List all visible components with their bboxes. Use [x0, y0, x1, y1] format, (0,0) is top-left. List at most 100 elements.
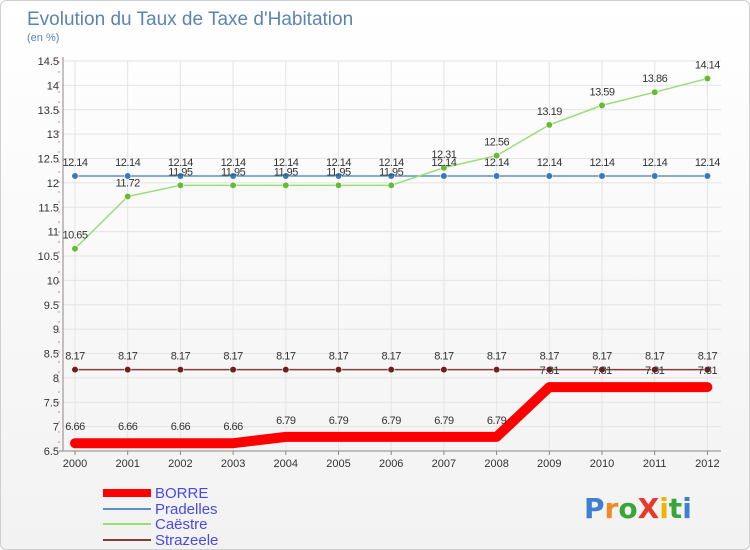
point-cae-stre — [229, 181, 237, 189]
logo-letter: X — [638, 492, 660, 525]
logo-letter: o — [618, 492, 637, 525]
point-pradelles — [703, 172, 712, 180]
point-strazeele — [651, 365, 659, 374]
data-label-pradelles: 12.14 — [379, 157, 404, 169]
y-tick-label: 8.5 — [44, 349, 59, 361]
data-label-borre: 7.81 — [645, 365, 665, 377]
legend-label-pradelles: Pradelles — [155, 501, 218, 518]
point-cae-stre — [493, 151, 501, 160]
y-tick-label: 6.5 — [44, 446, 59, 458]
data-label-cae-stre: 14.14 — [695, 60, 720, 72]
chart-title: Evolution du Taux de Taxe d'Habitation — [27, 9, 353, 30]
y-tick-label: 12.5 — [38, 154, 59, 166]
data-label-pradelles: 12.14 — [695, 157, 720, 169]
data-label-borre: 6.79 — [381, 415, 401, 427]
data-label-strazeele: 8.17 — [487, 351, 507, 363]
x-tick-label: 2006 — [379, 458, 403, 470]
point-strazeele — [493, 365, 501, 374]
data-label-cae-stre: 11.95 — [221, 166, 246, 178]
point-pradelles — [176, 172, 184, 180]
data-label-strazeele: 8.17 — [118, 351, 138, 363]
data-label-cae-stre: 12.56 — [484, 137, 509, 149]
y-tick-label: 14 — [47, 80, 59, 92]
data-label-borre: 6.66 — [118, 421, 138, 433]
x-tick-label: 2005 — [326, 458, 350, 470]
point-cae-stre — [545, 121, 553, 129]
series-line-borre — [70, 382, 713, 449]
point-strazeele — [440, 365, 448, 374]
data-label-borre: 6.79 — [276, 415, 296, 427]
data-label-strazeele: 8.17 — [329, 351, 349, 363]
data-label-strazeele: 8.17 — [592, 351, 612, 363]
point-pradelles — [598, 172, 606, 180]
point-pradelles — [229, 172, 237, 180]
point-cae-stre — [334, 181, 343, 189]
x-tick-label: 2010 — [590, 458, 614, 470]
y-tick-label: 8 — [53, 373, 59, 385]
x-tick-label: 2009 — [537, 458, 561, 470]
point-cae-stre — [176, 181, 184, 189]
y-tick-label: 13 — [47, 129, 59, 141]
data-label-pradelles: 12.14 — [168, 157, 193, 169]
data-label-borre: 6.66 — [65, 421, 85, 433]
x-tick-label: 2012 — [695, 458, 719, 470]
data-label-pradelles: 12.14 — [431, 157, 456, 169]
data-label-borre: 6.66 — [171, 421, 191, 433]
legend-label-borre: BORRE — [155, 485, 208, 502]
y-tick-label: 10 — [47, 275, 59, 287]
data-label-borre: 7.81 — [698, 365, 718, 377]
point-pradelles — [387, 172, 395, 180]
series-group — [70, 74, 713, 449]
x-tick-label: 2008 — [484, 458, 508, 470]
data-label-pradelles: 12.14 — [273, 157, 298, 169]
data-label-strazeele: 8.17 — [698, 351, 718, 363]
data-label-strazeele: 8.17 — [223, 351, 243, 363]
data-label-cae-stre: 11.95 — [168, 166, 193, 178]
data-label-strazeele: 8.17 — [276, 351, 296, 363]
point-cae-stre — [440, 164, 448, 172]
point-strazeele — [71, 365, 79, 374]
proxiti-logo-text: ProXiti — [584, 492, 692, 525]
point-pradelles — [545, 172, 553, 180]
data-label-cae-stre: 11.72 — [116, 178, 141, 190]
data-label-strazeele: 8.17 — [171, 351, 191, 363]
data-label-cae-stre: 11.95 — [274, 166, 299, 178]
point-strazeele — [282, 365, 290, 374]
data-label-borre: 6.79 — [487, 415, 507, 427]
data-label-cae-stre: 13.59 — [589, 86, 614, 98]
point-cae-stre — [598, 101, 606, 109]
y-tick-label: 14.5 — [38, 56, 59, 68]
y-tick-label: 9.5 — [44, 300, 59, 312]
legend-label-strazeele: Strazeele — [155, 532, 218, 549]
point-strazeele — [124, 365, 132, 374]
point-cae-stre — [124, 192, 132, 201]
point-pradelles — [71, 172, 79, 180]
x-tick-label: 2002 — [168, 458, 192, 470]
x-tick-label: 2011 — [643, 458, 667, 470]
data-label-strazeele: 8.17 — [381, 351, 401, 363]
x-tick-label: 2001 — [115, 458, 139, 470]
x-tick-label: 2004 — [274, 458, 298, 470]
data-label-cae-stre: 10.65 — [62, 230, 87, 242]
y-tick-label: 9 — [53, 324, 59, 336]
x-tick-label: 2003 — [221, 458, 245, 470]
data-label-pradelles: 12.14 — [537, 157, 562, 169]
data-label-cae-stre: 11.95 — [379, 166, 404, 178]
y-tick-label: 13.5 — [38, 105, 59, 117]
data-label-cae-stre: 11.95 — [326, 166, 351, 178]
data-label-borre: 6.79 — [329, 415, 349, 427]
data-label-pradelles: 12.14 — [589, 157, 614, 169]
point-cae-stre — [651, 88, 659, 96]
point-strazeele — [598, 365, 606, 374]
data-label-strazeele: 8.17 — [540, 351, 560, 363]
data-label-strazeele: 8.17 — [645, 351, 665, 363]
data-label-pradelles: 12.14 — [115, 157, 140, 169]
y-tick-label: 12 — [47, 178, 59, 190]
data-labels: 6.66 6.66 6.66 6.66 6.79 6.79 6.79 6.79 6.79 7.81… — [62, 60, 720, 434]
data-label-cae-stre: 13.86 — [642, 73, 667, 85]
point-cae-stre — [703, 74, 712, 83]
point-strazeele — [703, 365, 712, 374]
